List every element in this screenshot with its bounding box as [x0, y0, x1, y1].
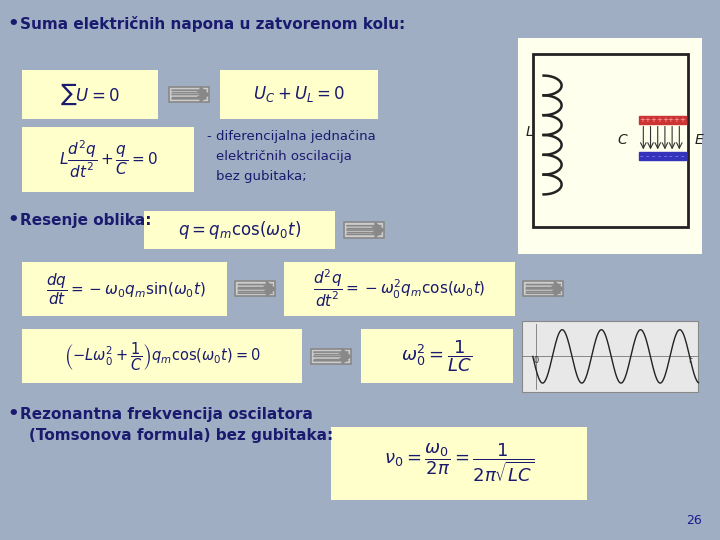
Polygon shape — [554, 281, 563, 296]
Text: (Tomsonova formula) bez gubitaka:: (Tomsonova formula) bez gubitaka: — [29, 428, 333, 443]
Text: $\left(-L\omega_0^2 + \dfrac{1}{C}\right)q_m \cos(\omega_0 t) = 0$: $\left(-L\omega_0^2 + \dfrac{1}{C}\right… — [64, 340, 260, 373]
FancyBboxPatch shape — [331, 427, 587, 500]
Text: $U_C + U_L = 0$: $U_C + U_L = 0$ — [253, 84, 345, 105]
Text: –: – — [663, 153, 667, 159]
FancyBboxPatch shape — [22, 262, 227, 316]
Text: –: – — [680, 153, 684, 159]
Text: –: – — [669, 153, 672, 159]
Text: •: • — [7, 211, 19, 230]
Text: –: – — [657, 153, 661, 159]
Text: 26: 26 — [686, 514, 702, 526]
Text: $E$: $E$ — [694, 133, 705, 147]
Text: –: – — [652, 153, 655, 159]
Text: $\omega_0^2 = \dfrac{1}{LC}$: $\omega_0^2 = \dfrac{1}{LC}$ — [402, 339, 472, 374]
FancyBboxPatch shape — [639, 116, 685, 124]
Text: $\nu_0 = \dfrac{\omega_0}{2\pi} = \dfrac{1}{2\pi\sqrt{LC}}$: $\nu_0 = \dfrac{\omega_0}{2\pi} = \dfrac… — [384, 441, 534, 484]
Text: +: + — [644, 117, 651, 123]
Text: +: + — [667, 117, 674, 123]
Polygon shape — [200, 87, 209, 102]
Text: $C$: $C$ — [617, 133, 629, 147]
Text: $q = q_m \cos(\omega_0 t)$: $q = q_m \cos(\omega_0 t)$ — [178, 219, 302, 241]
Text: električnih oscilacija: električnih oscilacija — [216, 150, 352, 163]
Text: +: + — [673, 117, 680, 123]
FancyBboxPatch shape — [344, 222, 384, 238]
Text: +: + — [650, 117, 657, 123]
Text: 0: 0 — [534, 356, 539, 365]
FancyBboxPatch shape — [284, 262, 515, 316]
Text: –: – — [675, 153, 678, 159]
Text: +: + — [662, 117, 668, 123]
Text: - diferencijalna jednačina: - diferencijalna jednačina — [207, 130, 376, 143]
Polygon shape — [342, 349, 351, 364]
Text: •: • — [7, 405, 19, 423]
Text: Suma električnih napona u zatvorenom kolu:: Suma električnih napona u zatvorenom kol… — [20, 16, 405, 32]
FancyBboxPatch shape — [523, 281, 563, 296]
FancyBboxPatch shape — [311, 349, 351, 364]
Text: +: + — [656, 117, 662, 123]
FancyBboxPatch shape — [518, 38, 702, 254]
FancyBboxPatch shape — [220, 70, 378, 119]
FancyBboxPatch shape — [235, 281, 275, 296]
Text: $L\dfrac{d^2q}{dt^2} + \dfrac{q}{C} = 0$: $L\dfrac{d^2q}{dt^2} + \dfrac{q}{C} = 0$ — [58, 139, 158, 180]
Text: –: – — [640, 153, 644, 159]
Text: $\dfrac{dq}{dt} = -\omega_0 q_m \sin(\omega_0 t)$: $\dfrac{dq}{dt} = -\omega_0 q_m \sin(\om… — [46, 271, 206, 307]
Text: Resenje oblika:: Resenje oblika: — [20, 213, 152, 228]
FancyBboxPatch shape — [639, 152, 685, 160]
Text: Rezonantna frekvencija oscilatora: Rezonantna frekvencija oscilatora — [20, 407, 313, 422]
Text: $\sum U = 0$: $\sum U = 0$ — [60, 82, 120, 107]
Polygon shape — [375, 222, 384, 238]
Text: $\dfrac{d^2q}{dt^2} = -\omega_0^2 q_m \cos(\omega_0 t)$: $\dfrac{d^2q}{dt^2} = -\omega_0^2 q_m \c… — [313, 268, 486, 309]
Text: –: – — [646, 153, 649, 159]
FancyBboxPatch shape — [361, 329, 513, 383]
FancyBboxPatch shape — [144, 211, 335, 249]
FancyBboxPatch shape — [22, 127, 194, 192]
FancyBboxPatch shape — [169, 87, 209, 102]
Text: $L$: $L$ — [525, 125, 534, 139]
Text: •: • — [7, 15, 19, 33]
Text: +: + — [639, 117, 645, 123]
Text: bez gubitaka;: bez gubitaka; — [216, 170, 307, 183]
FancyBboxPatch shape — [522, 321, 698, 392]
FancyBboxPatch shape — [22, 70, 158, 119]
Text: $t$: $t$ — [688, 354, 694, 365]
Polygon shape — [266, 281, 275, 296]
FancyBboxPatch shape — [22, 329, 302, 383]
Text: +: + — [679, 117, 685, 123]
